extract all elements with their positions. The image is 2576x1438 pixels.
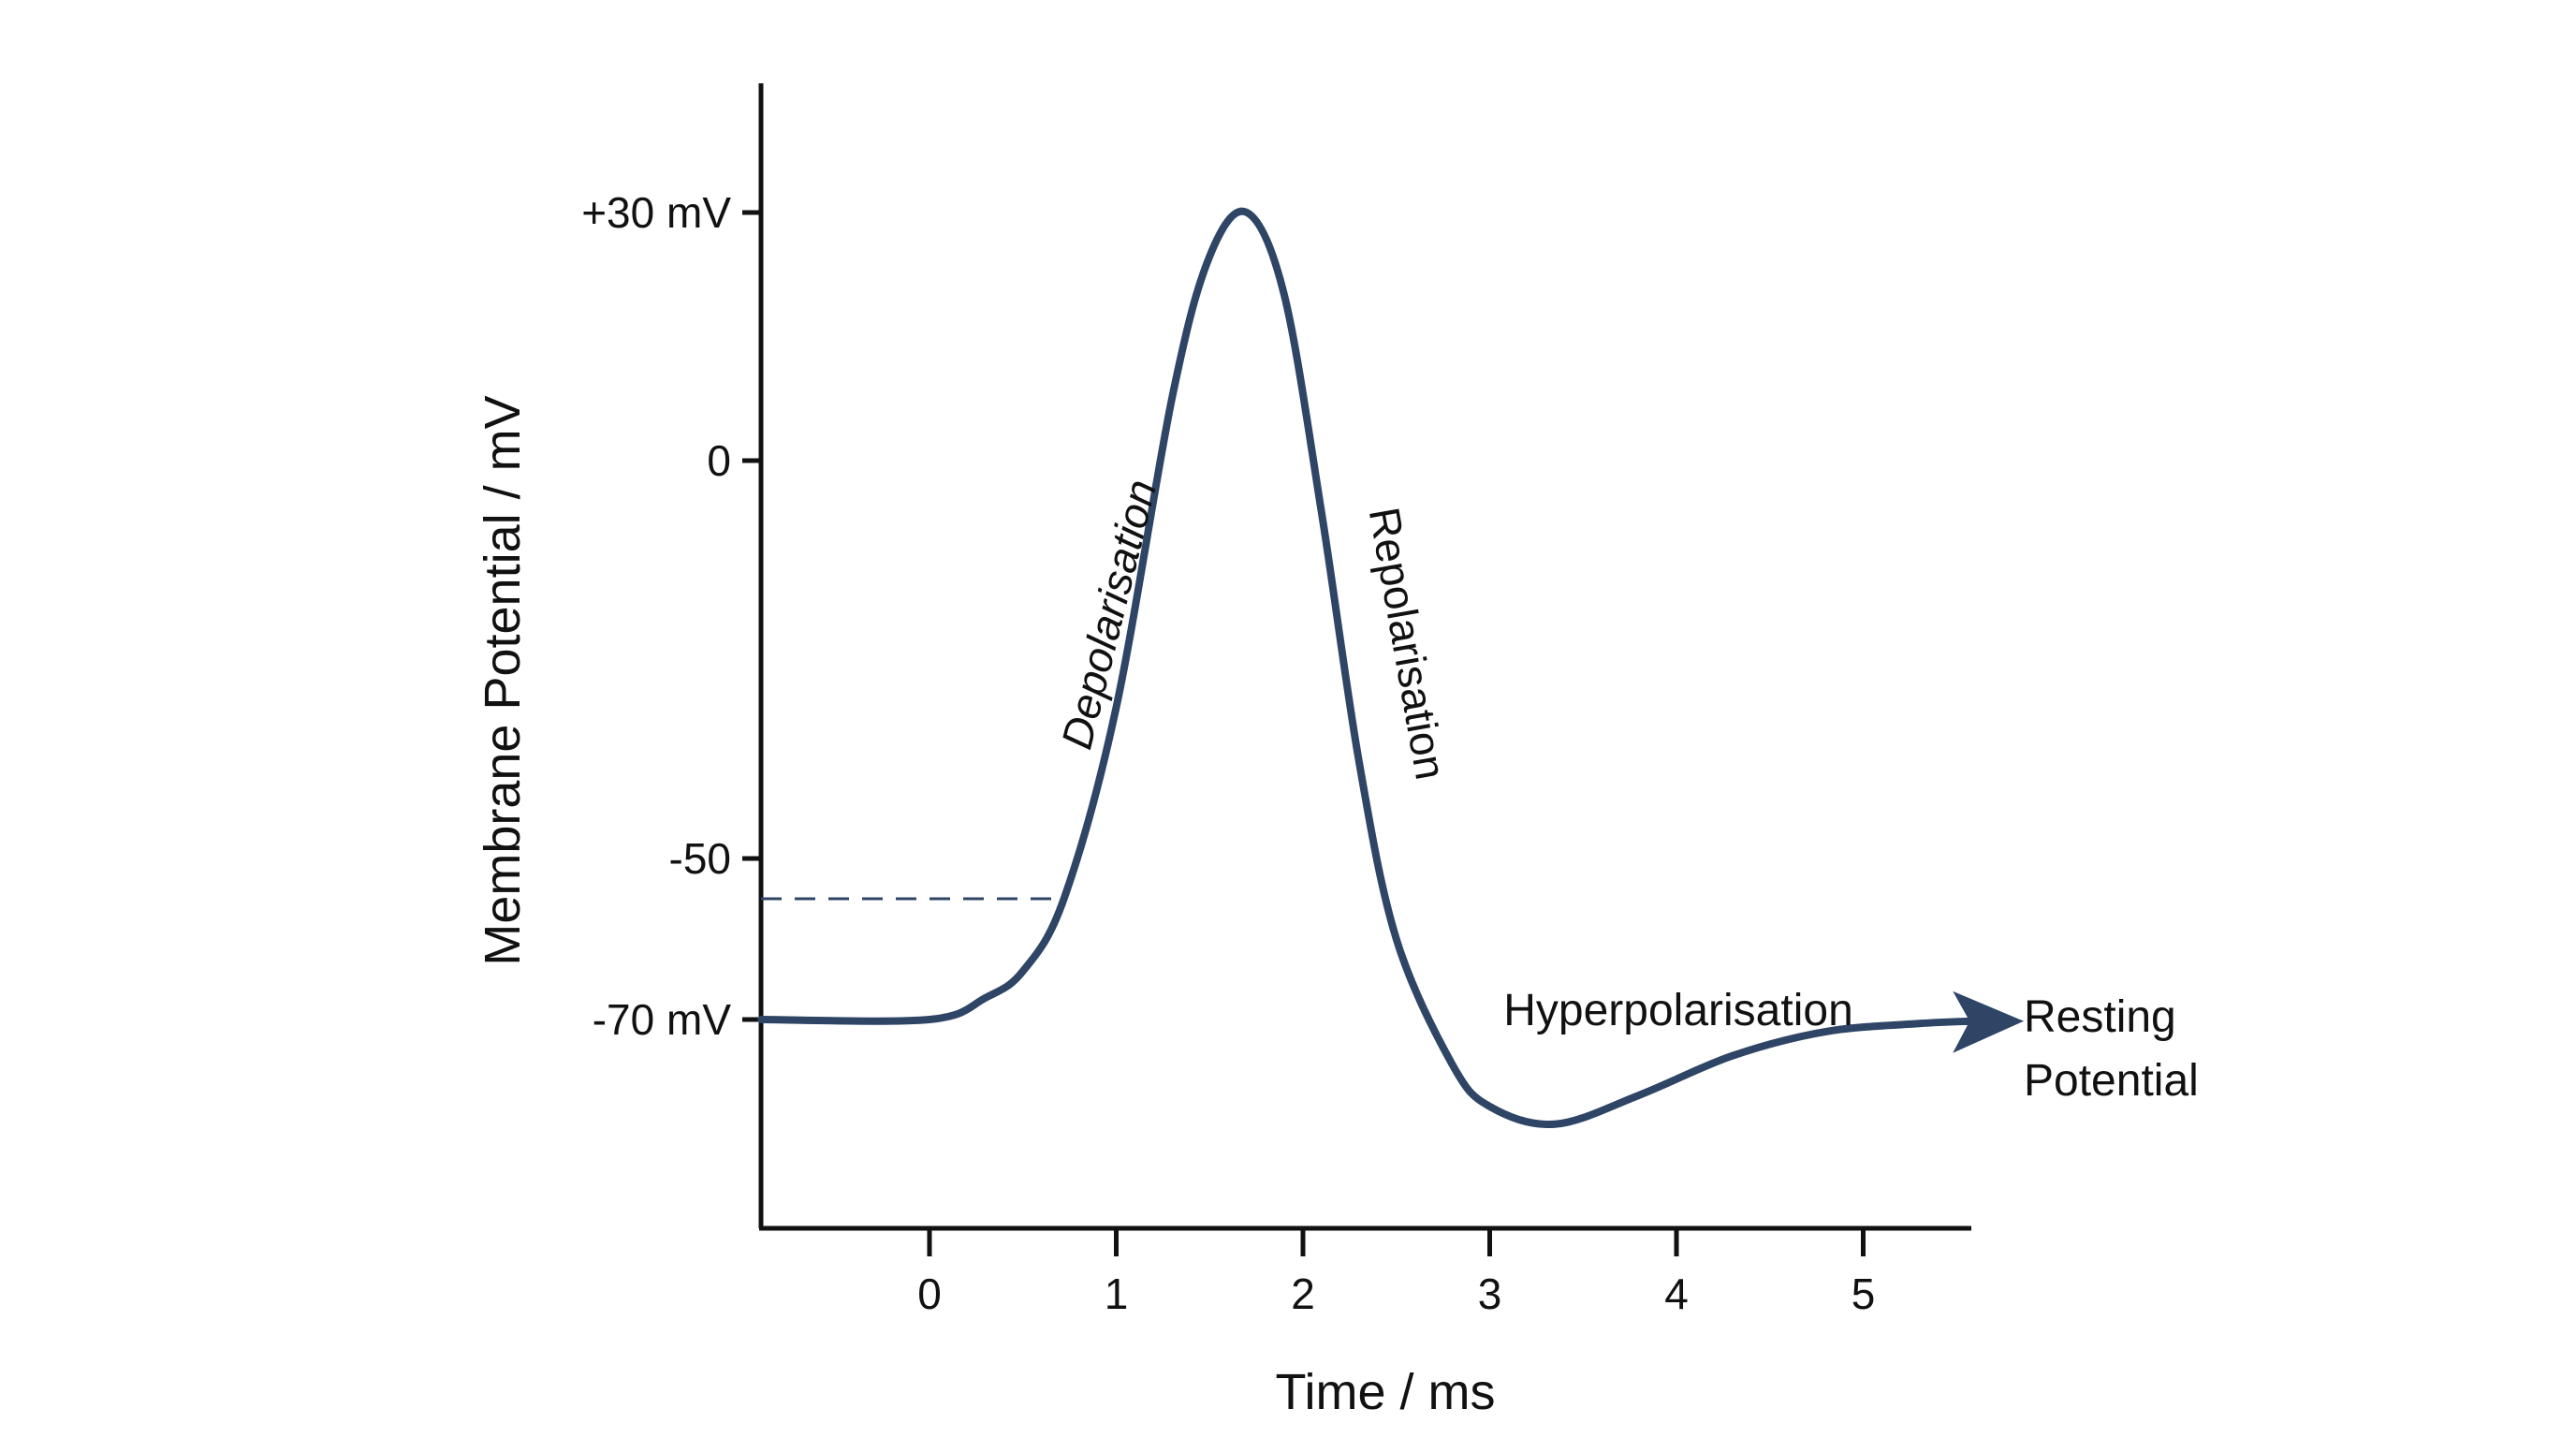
y-tick-label: 0 bbox=[707, 436, 731, 485]
x-axis-label: Time / ms bbox=[1276, 1364, 1496, 1420]
resting-potential-label-line1: Resting bbox=[2024, 992, 2176, 1042]
x-tick-label: 4 bbox=[1664, 1269, 1689, 1318]
repolarisation-label: Repolarisation bbox=[1360, 504, 1456, 784]
arrowhead-icon bbox=[1953, 990, 2025, 1053]
x-tick-label: 1 bbox=[1105, 1269, 1129, 1318]
y-axis-label: Membrane Potential / mV bbox=[475, 395, 531, 965]
y-tick-label: +30 mV bbox=[581, 188, 731, 237]
resting-potential-label-line2: Potential bbox=[2024, 1056, 2199, 1106]
membrane-potential-line bbox=[757, 207, 1976, 1129]
hyperpolarisation-label: Hyperpolarisation bbox=[1503, 986, 1853, 1035]
x-tick-label: 3 bbox=[1478, 1269, 1502, 1318]
x-tick-label: 5 bbox=[1852, 1269, 1876, 1318]
y-tick-label: -50 bbox=[669, 834, 731, 883]
x-tick-label: 2 bbox=[1291, 1269, 1315, 1318]
y-tick-label: -70 mV bbox=[593, 995, 732, 1044]
depolarisation-label: Depolarisation bbox=[1052, 475, 1166, 754]
x-tick-label: 0 bbox=[917, 1269, 942, 1318]
